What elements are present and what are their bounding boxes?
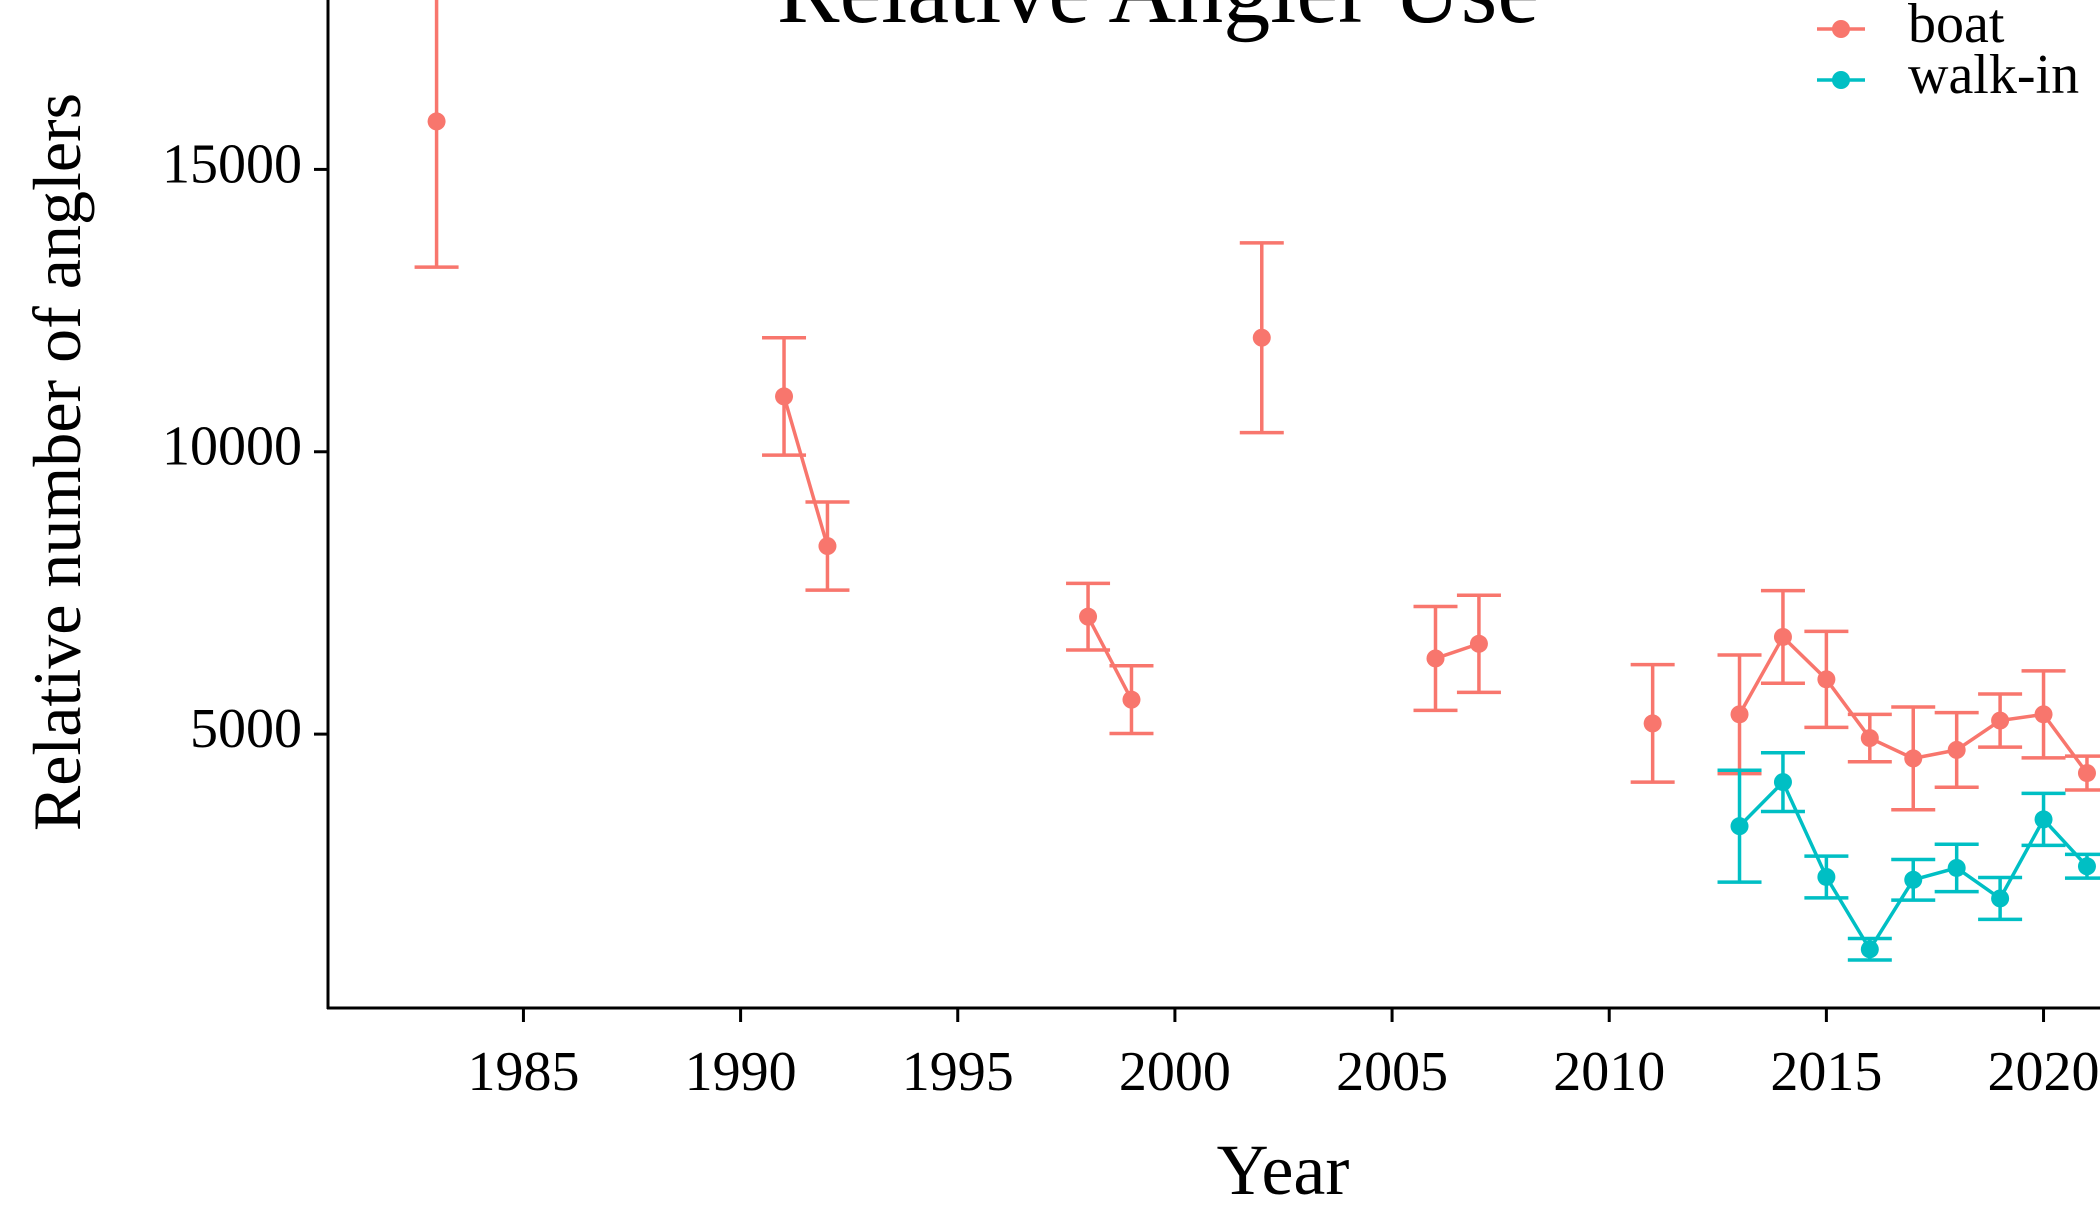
point [1252,328,1271,347]
legend-key-point [1832,71,1850,89]
point [2077,857,2096,876]
point [1643,714,1662,733]
x-tick-label: 2000 [1119,1041,1231,1103]
point [1773,773,1792,792]
plot-area [414,0,2100,962]
point [1904,870,1923,889]
x-tick-label: 2020 [1988,1041,2100,1103]
x-tick-label: 2010 [1553,1041,1665,1103]
point [1860,940,1879,959]
y-tick-label: 15000 [162,133,302,195]
error-bar [414,0,459,269]
x-tick-label: 2015 [1770,1041,1882,1103]
y-tick-label: 5000 [190,698,302,760]
y-tick-label: 10000 [162,416,302,478]
y-axis-label: Relative number of anglers [19,93,95,831]
x-tick-label: 1985 [467,1041,579,1103]
point [1469,634,1488,653]
x-axis-label: Year [1217,1130,1350,1206]
point [1817,670,1836,689]
x-tick-label: 2005 [1336,1041,1448,1103]
point [1991,711,2010,730]
point [2034,810,2053,829]
legend-key-point [1832,20,1850,38]
point [1904,749,1923,768]
x-tick-label: 1995 [902,1041,1014,1103]
point [1730,817,1749,836]
series-line [782,395,2089,775]
point [1730,705,1749,724]
point [775,387,794,406]
point [2034,705,2053,724]
point [1817,867,1836,886]
point [1947,858,1966,877]
point [1079,607,1098,626]
point [1773,627,1792,646]
point [1947,740,1966,759]
chart-title: Relative Angler Use [777,0,1539,43]
x-tick-label: 1990 [685,1041,797,1103]
point [2077,764,2096,783]
legend-label: walk-in [1908,44,2079,106]
legend-label: boat [1908,0,2005,55]
point [1426,649,1445,668]
point [427,112,446,131]
point [818,537,837,556]
point [1991,889,2010,908]
point [1860,729,1879,748]
point [1122,690,1141,709]
